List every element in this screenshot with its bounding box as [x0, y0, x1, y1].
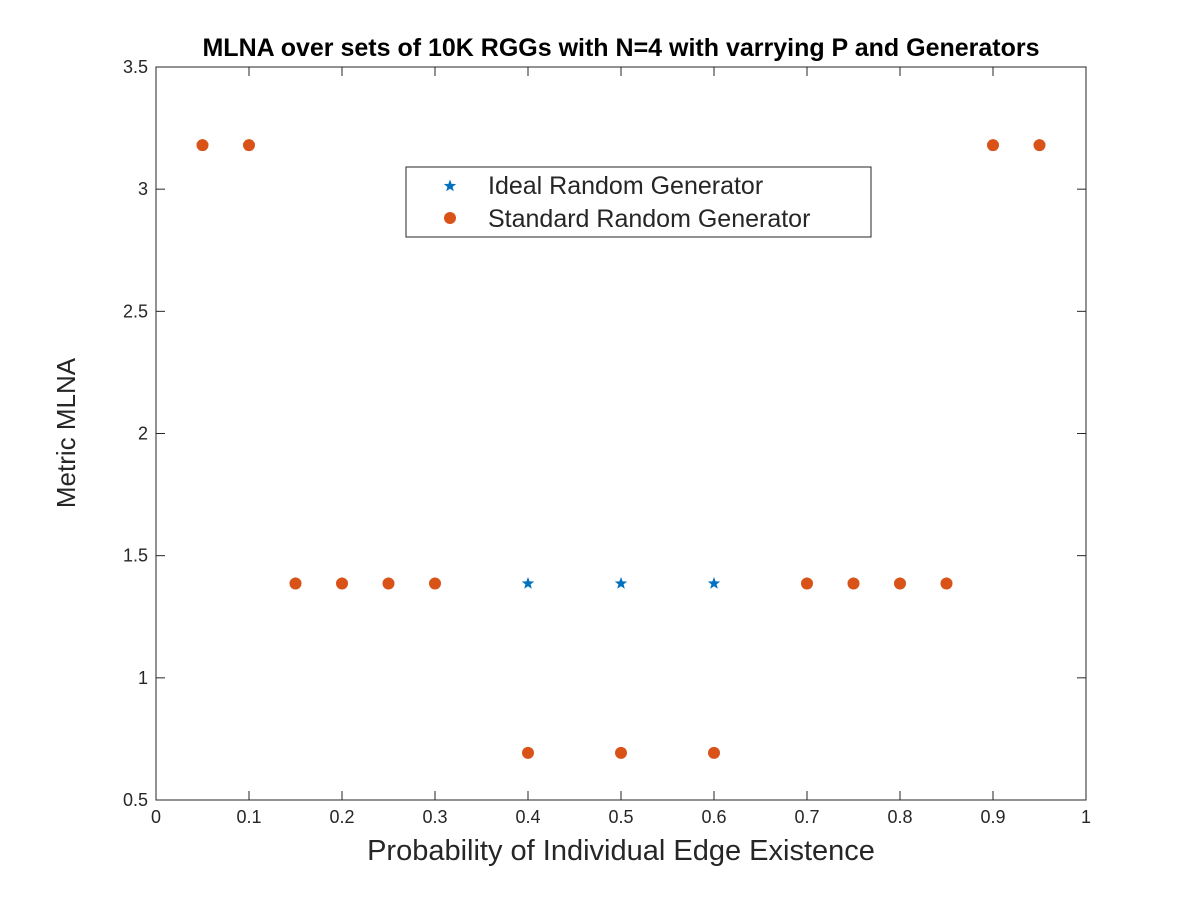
standard-point — [987, 139, 999, 152]
data-marks — [196, 138, 1046, 759]
series-1 — [196, 139, 1046, 759]
y-tick-label: 3.5 — [123, 57, 148, 77]
standard-point — [940, 577, 953, 590]
standard-point — [289, 577, 302, 590]
standard-point — [615, 746, 627, 759]
legend-circle-icon — [444, 212, 456, 224]
y-tick-label: 2 — [138, 424, 148, 444]
x-tick-label: 0.7 — [794, 807, 819, 827]
y-tick-label: 3 — [138, 179, 148, 199]
y-tick-labels: 0.5 1 1.5 2 2.5 3 3.5 — [123, 57, 148, 810]
x-tick-label: 0.6 — [701, 807, 726, 827]
x-tick-label: 0.8 — [887, 807, 912, 827]
legend-box — [405, 166, 872, 238]
ideal-point — [614, 577, 628, 589]
legend-label-standard: Standard Random Generator — [488, 205, 810, 233]
x-axis-label: Probability of Individual Edge Existence — [367, 835, 875, 867]
standard-point — [243, 139, 255, 152]
y-tick-label: 2.5 — [123, 301, 148, 321]
legend-label-ideal: Ideal Random Generator — [488, 172, 763, 200]
y-tick-label: 1 — [138, 668, 148, 688]
ideal-point — [707, 577, 721, 589]
standard-point — [894, 577, 906, 590]
legend-marker-ideal — [443, 179, 457, 192]
x-tick-label: 0.4 — [515, 807, 540, 827]
x-tick-label: 0.2 — [329, 807, 354, 827]
x-tick-label: 1 — [1081, 807, 1091, 827]
ideal-point — [521, 577, 535, 589]
legend: Ideal Random Generator Standard Random G… — [405, 166, 872, 238]
legend-star-icon — [443, 179, 457, 192]
y-tick-label: 0.5 — [123, 790, 148, 810]
x-tick-label: 0.5 — [608, 807, 633, 827]
standard-point — [847, 577, 860, 590]
standard-point — [382, 577, 395, 590]
standard-point — [522, 746, 534, 759]
y-tick-label: 1.5 — [123, 546, 148, 566]
x-tick-label: 0.3 — [422, 807, 447, 827]
chart-title: MLNA over sets of 10K RGGs with N=4 with… — [202, 34, 1039, 62]
standard-point — [429, 577, 441, 590]
y-axis-label: Metric MLNA — [51, 357, 81, 508]
standard-point — [336, 577, 348, 590]
x-tick-labels: 0 0.1 0.2 0.3 0.4 0.5 0.6 0.7 0.8 0.9 1 — [151, 807, 1091, 827]
axis-ticks — [155, 66, 1087, 801]
standard-point — [801, 577, 813, 590]
x-tick-label: 0.9 — [980, 807, 1005, 827]
x-tick-label: 0.1 — [236, 807, 261, 827]
x-tick-label: 0 — [151, 807, 161, 827]
legend-marker-standard — [444, 212, 456, 224]
standard-point — [1033, 139, 1046, 152]
standard-point — [196, 139, 209, 152]
standard-point — [708, 746, 720, 759]
